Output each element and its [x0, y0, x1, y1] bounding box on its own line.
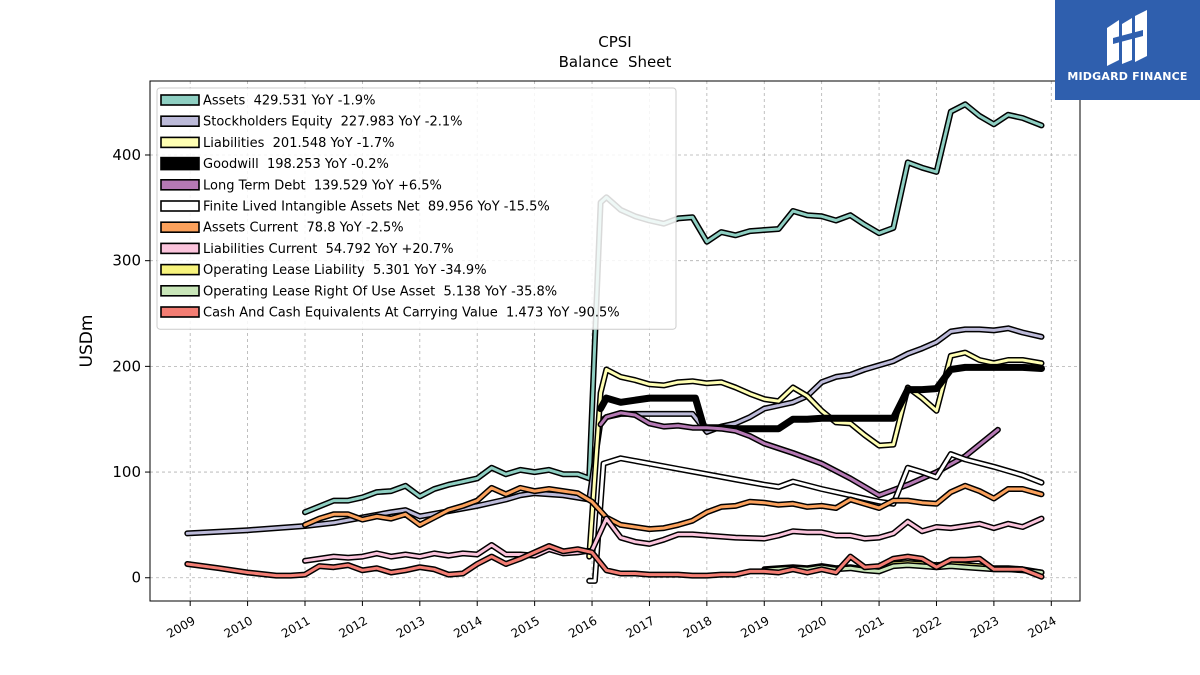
series-line [302, 515, 1045, 564]
legend-swatch [160, 94, 200, 106]
legend-swatch [160, 136, 200, 149]
y-tick-label: 400 [112, 146, 141, 164]
x-tick-label: 2009 [164, 613, 197, 640]
x-tick-label: 2015 [509, 613, 542, 640]
legend-swatch [160, 221, 200, 233]
plot-frame [149, 80, 1081, 602]
legend-label: Cash And Cash Equivalents At Carrying Va… [203, 306, 620, 321]
y-tick-label: 100 [112, 463, 141, 481]
legend-swatch [160, 284, 200, 297]
series-path [597, 363, 1045, 433]
legend-swatch [160, 242, 200, 255]
legend-box [156, 87, 677, 330]
x-tick-label: 2010 [222, 613, 255, 640]
x-tick-label: 2014 [451, 613, 484, 640]
x-tick-label: 2018 [681, 613, 714, 640]
x-tick-label: 2023 [968, 613, 1001, 640]
x-tick-label: 2012 [336, 613, 369, 640]
y-tick-label: 0 [131, 569, 141, 587]
y-axis-label: USDm [77, 315, 97, 368]
legend-swatch [160, 156, 200, 171]
legend-label: Assets 429.531 YoY -1.9% [203, 94, 375, 109]
brand-name: MIDGARD FINANCE [1067, 70, 1188, 83]
legend-swatch [160, 263, 200, 276]
legend-swatch [160, 179, 200, 191]
x-tick-label: 2021 [853, 613, 886, 640]
x-tick-label: 2016 [566, 613, 599, 640]
legend-label: Goodwill 198.253 YoY -0.2% [203, 157, 389, 172]
x-tick-label: 2024 [1025, 613, 1058, 640]
x-tick-label: 2017 [623, 613, 656, 640]
legend-label: Long Term Debt 139.529 YoY +6.5% [203, 178, 442, 193]
series-path [587, 351, 1043, 559]
x-tick-label: 2011 [279, 613, 312, 640]
series-path [587, 452, 1043, 583]
x-tick-label: 2022 [911, 613, 944, 640]
series-path [303, 517, 1043, 563]
x-tick-label: 2020 [796, 613, 829, 640]
legend: Assets 429.531 YoY -1.9% Stockholders Equ… [156, 87, 677, 330]
series-line [586, 349, 1045, 560]
series-path [303, 484, 1043, 531]
legend-label: Assets Current 78.8 YoY -2.5% [203, 221, 404, 236]
series-line [586, 451, 1045, 584]
legend-label: Liabilities 201.548 YoY -1.7% [203, 136, 395, 151]
legend-label: Stockholders Equity 227.983 YoY -2.1% [203, 115, 463, 130]
chart-title: CPSI [598, 33, 631, 51]
legend-swatch [160, 115, 200, 127]
y-tick-label: 300 [112, 252, 141, 270]
series-line [597, 363, 1045, 433]
x-tick-label: 2019 [738, 613, 771, 640]
chart-subtitle: Balance Sheet [559, 53, 672, 71]
legend-swatch [160, 306, 200, 318]
legend-label: Operating Lease Liability 5.301 YoY -34.… [203, 263, 487, 278]
legend-swatch [160, 200, 200, 212]
legend-label: Finite Lived Intangible Assets Net 89.95… [203, 200, 550, 215]
y-tick-label: 200 [112, 357, 141, 375]
x-tick-label: 2013 [394, 613, 427, 640]
midgard-logo-icon [1107, 10, 1147, 66]
legend-label: Liabilities Current 54.792 YoY +20.7% [203, 242, 454, 257]
brand-logo: MIDGARD FINANCE [1055, 0, 1200, 100]
legend-label: Operating Lease Right Of Use Asset 5.138… [203, 284, 557, 299]
series-line [184, 543, 1045, 580]
series-group [184, 101, 1045, 584]
series-line [302, 482, 1045, 533]
series-path [185, 544, 1043, 579]
